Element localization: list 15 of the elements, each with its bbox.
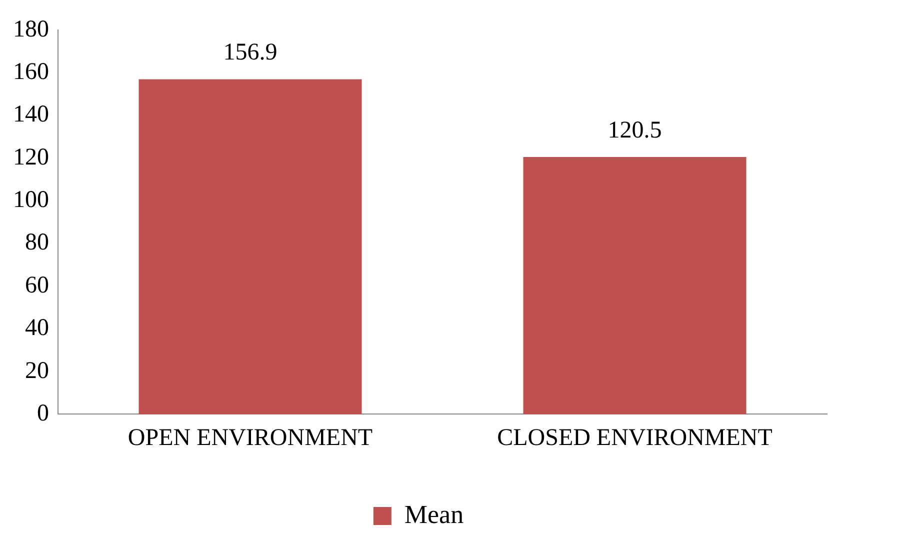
x-tick-label: OPEN ENVIRONMENT [128, 424, 373, 451]
y-tick-label: 140 [13, 102, 49, 128]
y-tick-label: 40 [25, 315, 49, 342]
y-tick-label: 120 [13, 144, 49, 170]
y-tick-label: 0 [37, 400, 49, 426]
legend-label: Mean [404, 500, 464, 529]
y-tick-label: 180 [13, 16, 49, 42]
data-label: 120.5 [608, 117, 662, 144]
x-tick-label: CLOSED ENVIRONMENT [497, 424, 773, 451]
y-tick-label: 60 [25, 272, 49, 298]
data-label: 156.9 [223, 40, 278, 66]
y-tick-label: 20 [25, 358, 49, 384]
y-tick-label: 80 [25, 230, 49, 256]
y-tick-label: 160 [13, 58, 49, 85]
y-tick-label: 100 [13, 187, 49, 214]
